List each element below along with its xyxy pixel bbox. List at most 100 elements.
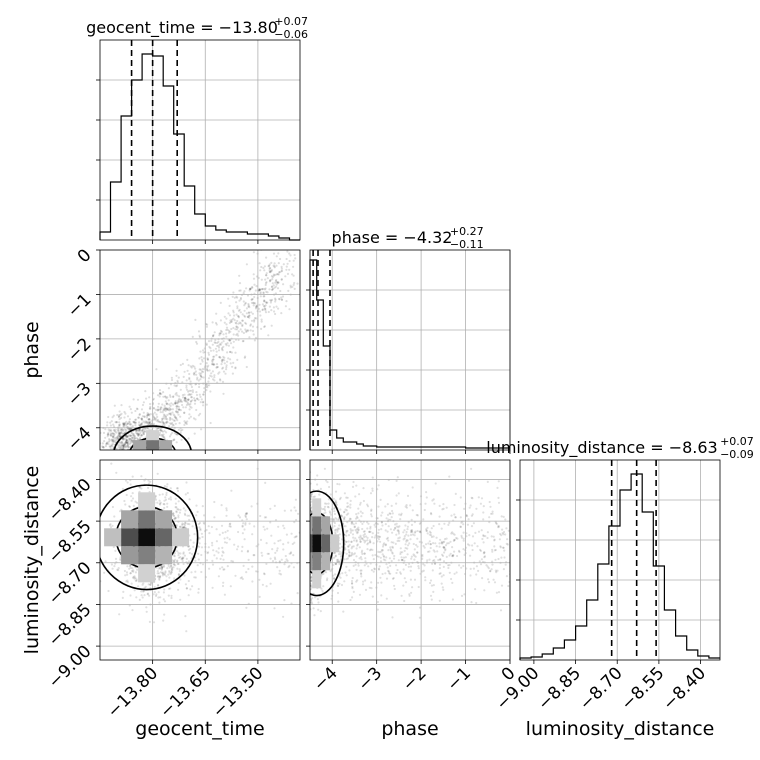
scatter-point (370, 569, 373, 572)
scatter-point (157, 584, 160, 587)
scatter-point (397, 537, 400, 540)
scatter-point (411, 533, 415, 536)
scatter-point (271, 560, 275, 563)
scatter-point (293, 536, 296, 539)
scatter-point (283, 599, 286, 602)
scatter-point (404, 543, 407, 546)
scatter-point (285, 265, 288, 268)
scatter-point (158, 566, 161, 570)
scatter-point (360, 551, 363, 554)
scatter-point (234, 574, 237, 577)
scatter-point (470, 514, 473, 517)
scatter-point (135, 578, 138, 581)
scatter-point (128, 420, 131, 423)
scatter-point (455, 536, 458, 540)
scatter-point (184, 493, 187, 496)
scatter-point (410, 591, 413, 594)
density-cell (330, 534, 340, 553)
scatter-point (246, 549, 250, 552)
scatter-point (421, 557, 424, 561)
scatter-point (310, 601, 313, 604)
scatter-point (258, 578, 261, 581)
scatter-point (367, 565, 370, 568)
scatter-point (117, 415, 120, 418)
scatter-point (430, 535, 433, 539)
scatter-point (138, 437, 141, 441)
scatter-point (316, 483, 319, 486)
scatter-point (140, 594, 143, 597)
scatter-point (176, 394, 179, 397)
scatter-point (271, 288, 274, 291)
scatter-point (475, 573, 478, 576)
scatter-point (188, 413, 191, 416)
scatter-point (207, 364, 210, 367)
scatter-point (274, 298, 277, 301)
scatter-point (288, 552, 291, 555)
scatter-point (125, 435, 128, 438)
scatter-point (109, 526, 113, 529)
scatter-point (164, 406, 167, 409)
scatter-point (370, 509, 373, 512)
scatter-point (128, 428, 131, 431)
scatter-point (289, 552, 292, 555)
scatter-point (137, 585, 140, 588)
scatter-point (212, 549, 215, 552)
scatter-point (310, 498, 313, 501)
scatter-point (363, 564, 366, 567)
scatter-point (449, 552, 452, 555)
scatter-point (174, 401, 177, 404)
scatter-point (141, 429, 144, 432)
scatter-point (191, 585, 194, 588)
scatter-point (344, 548, 347, 551)
scatter-point (346, 505, 349, 508)
scatter-point (164, 498, 168, 501)
scatter-point (497, 557, 500, 561)
scatter-point (147, 418, 150, 421)
title-upper-error: +0.07 (274, 15, 308, 28)
scatter-point (313, 614, 316, 617)
scatter-point (267, 552, 270, 555)
scatter-point (417, 567, 420, 570)
title-upper-error: +0.27 (450, 225, 484, 238)
scatter-point (118, 410, 121, 413)
scatter-point (270, 299, 273, 302)
scatter-point (406, 539, 409, 542)
scatter-point (359, 556, 363, 559)
scatter-point (134, 500, 137, 503)
scatter-point (353, 539, 356, 542)
scatter-point (260, 265, 263, 269)
scatter-point (212, 358, 215, 361)
scatter-point (245, 322, 248, 325)
scatter-point (321, 589, 324, 592)
scatter-point (303, 274, 305, 276)
scatter-point (268, 305, 271, 308)
scatter-point (344, 571, 347, 574)
scatter-point (113, 477, 115, 479)
scatter-point (160, 567, 163, 570)
scatter-point (130, 431, 133, 434)
scatter-point (124, 436, 127, 439)
scatter-point (179, 415, 182, 418)
scatter-point (97, 432, 99, 434)
scatter-point (370, 513, 373, 516)
scatter-point (265, 274, 268, 277)
scatter-point (276, 281, 279, 285)
scatter-point (325, 502, 328, 505)
scatter-point (463, 593, 466, 596)
scatter-point (238, 274, 241, 277)
scatter-point (171, 568, 174, 571)
scatter-point (239, 577, 242, 580)
scatter-point (122, 424, 125, 428)
scatter-point (126, 442, 129, 445)
scatter-point (301, 283, 303, 285)
scatter-point (336, 558, 339, 562)
scatter-point (265, 562, 268, 566)
scatter-point (387, 549, 390, 552)
scatter-point (504, 563, 507, 566)
scatter-point (219, 343, 222, 346)
scatter-point (458, 564, 461, 567)
scatter-point (109, 472, 111, 474)
scatter-point (160, 421, 163, 424)
scatter-point (206, 357, 209, 360)
title-lower-error: −0.11 (450, 238, 484, 251)
